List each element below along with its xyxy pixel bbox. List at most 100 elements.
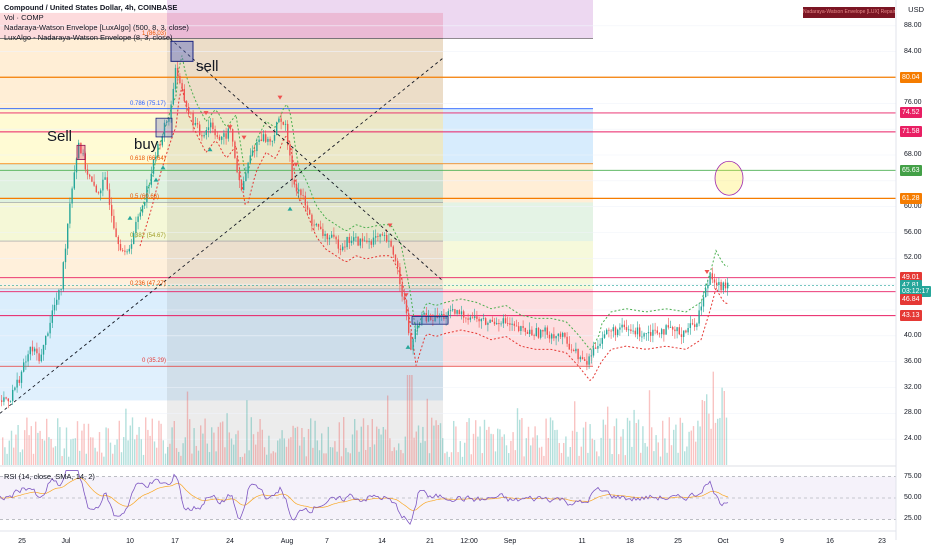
candle [183,88,185,102]
volume-bar [611,454,613,465]
buy-annotation[interactable]: buy [134,136,159,153]
candle [361,238,364,242]
volume-bar [107,428,109,465]
price-tick-label: 88.00 [904,21,922,29]
volume-bar [340,456,343,465]
candle [548,334,551,339]
volume-bar [578,455,580,465]
price-tick-label: 28.00 [904,409,922,417]
indicator-legend-2[interactable]: LuxAlgo - Nadaraya-Watson Envelope (8, 3… [4,33,173,42]
volume-bar [301,428,303,465]
candle [458,310,460,315]
volume-bar [314,420,316,465]
candle [60,289,62,291]
volume-bar [569,447,571,465]
price-tag: 49.01 [900,272,922,284]
candle [271,140,273,142]
fib-level-label: 0 (35.29) [142,358,167,365]
currency-label[interactable]: USD [908,5,924,14]
volume-bar [116,439,118,465]
volume-bar [527,426,530,465]
candle [282,121,284,125]
price-tick-label: 32.00 [904,383,922,391]
candle [155,156,157,160]
volume-bar [175,448,178,465]
volume-bar [442,438,444,465]
candle [328,237,331,240]
candle [383,235,386,236]
candle [724,282,727,289]
volume-bar [233,444,235,465]
price-tag: 65.63 [900,164,922,176]
volume-bar [318,450,321,465]
candle [403,296,405,301]
buy-signal-marker [287,206,293,211]
sell-box [170,40,194,62]
volume-bar [382,426,384,465]
volume-bar [607,406,609,465]
candle [689,323,691,328]
volume-bar [6,453,8,465]
volume-bar [299,445,301,465]
candle [170,104,172,118]
volume-legend[interactable]: Vol · COMP [4,13,44,22]
sell-signal-marker [277,95,283,100]
volume-bar [169,443,171,465]
volume-bar [241,456,244,465]
candle [601,337,603,344]
sell-annotation-top[interactable]: sell [196,58,219,75]
volume-bar [620,436,622,465]
volume-bar [257,431,259,465]
volume-bar [360,426,362,465]
volume-bar [202,433,204,465]
volume-bar [664,438,666,465]
candle [603,334,606,338]
volume-bar [437,425,439,465]
rsi-pane [0,465,896,526]
candle [146,186,148,203]
volume-bar [160,423,162,465]
candle [229,128,232,130]
buy-signal-marker [153,177,159,182]
candle [337,239,339,249]
candle [357,236,359,246]
fib-level-label: 0.786 (75.17) [130,100,166,107]
rsi-legend[interactable]: RSI (14, close, SMA, 14, 2) [4,472,95,481]
volume-bar [503,434,505,465]
volume-bar [530,445,532,465]
candle [51,310,53,323]
candle [144,202,146,206]
fib-level-label: 0.382 (54.67) [130,233,166,240]
volume-bar [70,439,72,465]
fib-zone [0,241,443,289]
volume-bar [686,446,688,465]
volume-bar [384,429,387,465]
candle [410,333,412,350]
volume-bar [136,434,138,465]
volume-bar [380,434,382,465]
volume-bar [142,454,145,465]
candle [190,112,192,114]
volume-bar [195,445,197,465]
volume-bar [85,453,87,465]
candle [313,224,315,226]
indicator-legend-1[interactable]: Nadaraya-Watson Envelope [LuxAlgo] (500,… [4,23,189,32]
candle [449,310,452,312]
candle [421,314,423,325]
candle [284,123,287,125]
fib-zone [0,288,443,367]
candle [526,331,529,334]
candle [335,236,337,240]
symbol-title[interactable]: Compound / United States Dollar, 4h, COI… [4,3,178,12]
candle [614,327,617,336]
volume-bar [459,441,461,465]
candle [630,329,632,332]
candle [416,325,419,329]
volume-bar [343,417,345,465]
candlestick-series [1,61,729,409]
volume-bar [708,413,710,465]
candle [680,334,683,337]
projection-zone [443,163,593,203]
sell-annotation-left[interactable]: Sell [47,128,73,145]
